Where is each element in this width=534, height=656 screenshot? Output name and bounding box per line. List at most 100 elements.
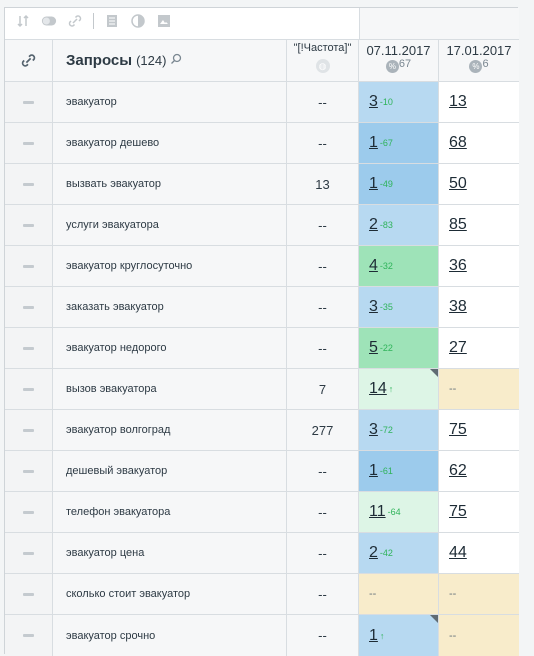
frequency-cell: -- xyxy=(287,615,359,656)
position-link[interactable]: 85 xyxy=(449,216,467,233)
date2-column-header[interactable]: 17.01.2017 % 6 xyxy=(439,39,519,82)
query-cell: вызвать эвакуатор xyxy=(53,164,287,204)
position-change: -10 xyxy=(379,97,393,107)
date1-cell: 3 -72 xyxy=(359,410,439,450)
position-link[interactable]: 68 xyxy=(449,134,467,151)
position-link[interactable]: 75 xyxy=(449,421,467,438)
dash-icon xyxy=(23,141,34,145)
date1-cell: 1 -61 xyxy=(359,451,439,491)
date1-label: 07.11.2017 xyxy=(366,43,431,58)
document-icon[interactable] xyxy=(104,13,120,29)
row-toggle[interactable] xyxy=(5,328,53,368)
date2-cell: -- xyxy=(439,615,519,656)
date1-column-header[interactable]: 07.11.2017 % 67 xyxy=(359,39,439,82)
contrast-icon[interactable] xyxy=(130,13,146,29)
sort-icon[interactable] xyxy=(15,13,31,29)
row-toggle[interactable] xyxy=(5,533,53,573)
query-cell: эвакуатор волгоград xyxy=(53,410,287,450)
date2-cell: 38 xyxy=(439,287,519,327)
frequency-cell: -- xyxy=(287,328,359,368)
position-link[interactable]: 1 xyxy=(369,626,378,644)
table-row: эвакуатор недорого -- 5 -22 27 xyxy=(5,328,519,369)
row-toggle[interactable] xyxy=(5,574,53,614)
positions-table: Запросы (124) "[!Частота]" ◍ 07.11.2017 … xyxy=(4,7,519,656)
query-cell: эвакуатор недорого xyxy=(53,328,287,368)
row-toggle[interactable] xyxy=(5,451,53,491)
corner-marker xyxy=(430,369,438,377)
date2-cell: 13 xyxy=(439,82,519,122)
frequency-column-header[interactable]: "[!Частота]" ◍ xyxy=(287,39,359,82)
row-toggle[interactable] xyxy=(5,615,53,656)
no-data-text: -- xyxy=(369,588,377,600)
position-change: -35 xyxy=(379,302,393,312)
position-link[interactable]: 3 xyxy=(369,298,378,315)
date2-cell: 68 xyxy=(439,123,519,163)
position-link[interactable]: 3 xyxy=(369,421,378,438)
date1-cell: 4 -32 xyxy=(359,246,439,286)
search-icon[interactable] xyxy=(170,53,182,68)
row-toggle[interactable] xyxy=(5,369,53,409)
position-link[interactable]: 3 xyxy=(369,93,378,110)
position-link[interactable]: 13 xyxy=(449,93,467,110)
position-change: -22 xyxy=(379,343,393,353)
row-toggle[interactable] xyxy=(5,123,53,163)
image-icon[interactable] xyxy=(156,13,172,29)
frequency-cell: -- xyxy=(287,123,359,163)
position-link[interactable]: 5 xyxy=(369,339,378,356)
toolbar xyxy=(5,8,369,34)
row-toggle[interactable] xyxy=(5,164,53,204)
dash-icon xyxy=(23,634,34,637)
dash-icon xyxy=(23,551,34,555)
date1-percent: 67 xyxy=(398,58,412,70)
position-change: -42 xyxy=(379,548,393,558)
queries-column-header[interactable]: Запросы (124) xyxy=(53,39,287,82)
position-link[interactable]: 44 xyxy=(449,544,467,561)
date1-cell: -- xyxy=(359,574,439,614)
dash-icon xyxy=(23,387,34,391)
query-cell: эвакуатор круглосуточно xyxy=(53,246,287,286)
link-column-header[interactable] xyxy=(5,39,53,82)
dash-icon xyxy=(23,264,34,268)
row-toggle[interactable] xyxy=(5,410,53,450)
link-icon[interactable] xyxy=(67,13,83,29)
date1-cell: 11 -64 xyxy=(359,492,439,532)
position-link[interactable]: 4 xyxy=(369,257,378,274)
position-link[interactable]: 11 xyxy=(369,503,386,520)
date1-cell: 14 ↑ xyxy=(359,369,439,409)
position-link[interactable]: 38 xyxy=(449,298,467,315)
table-row: вызвать эвакуатор 13 1 -49 50 xyxy=(5,164,519,205)
row-toggle[interactable] xyxy=(5,246,53,286)
percent-icon: % xyxy=(385,60,399,74)
no-data-text: -- xyxy=(449,629,457,642)
toolbar-separator xyxy=(93,13,94,29)
position-link[interactable]: 62 xyxy=(449,462,467,479)
position-link[interactable]: 2 xyxy=(369,216,378,233)
frequency-cell: -- xyxy=(287,82,359,122)
date2-cell: -- xyxy=(439,574,519,614)
table-row: эвакуатор цена -- 2 -42 44 xyxy=(5,533,519,574)
dash-icon xyxy=(23,346,34,350)
position-link[interactable]: 1 xyxy=(369,462,378,479)
position-link[interactable]: 2 xyxy=(369,544,378,561)
position-link[interactable]: 1 xyxy=(369,134,378,151)
dash-icon xyxy=(23,428,34,432)
position-link[interactable]: 1 xyxy=(369,175,378,192)
position-link[interactable]: 14 xyxy=(369,380,387,397)
position-link[interactable]: 36 xyxy=(449,257,467,274)
query-cell: телефон эвакуатора xyxy=(53,492,287,532)
position-link[interactable]: 50 xyxy=(449,175,467,192)
query-cell: вызов эвакуатора xyxy=(53,369,287,409)
row-toggle[interactable] xyxy=(5,287,53,327)
date-header-top xyxy=(359,8,519,39)
date2-visibility: % 6 xyxy=(439,58,519,74)
row-toggle[interactable] xyxy=(5,492,53,532)
position-link[interactable]: 27 xyxy=(449,339,467,356)
date1-cell: 3 -35 xyxy=(359,287,439,327)
query-cell: эвакуатор цена xyxy=(53,533,287,573)
row-toggle[interactable] xyxy=(5,205,53,245)
position-link[interactable]: 75 xyxy=(449,503,467,520)
row-toggle[interactable] xyxy=(5,82,53,122)
dash-icon xyxy=(23,469,34,473)
frequency-cell: -- xyxy=(287,246,359,286)
toggle-icon[interactable] xyxy=(41,13,57,29)
